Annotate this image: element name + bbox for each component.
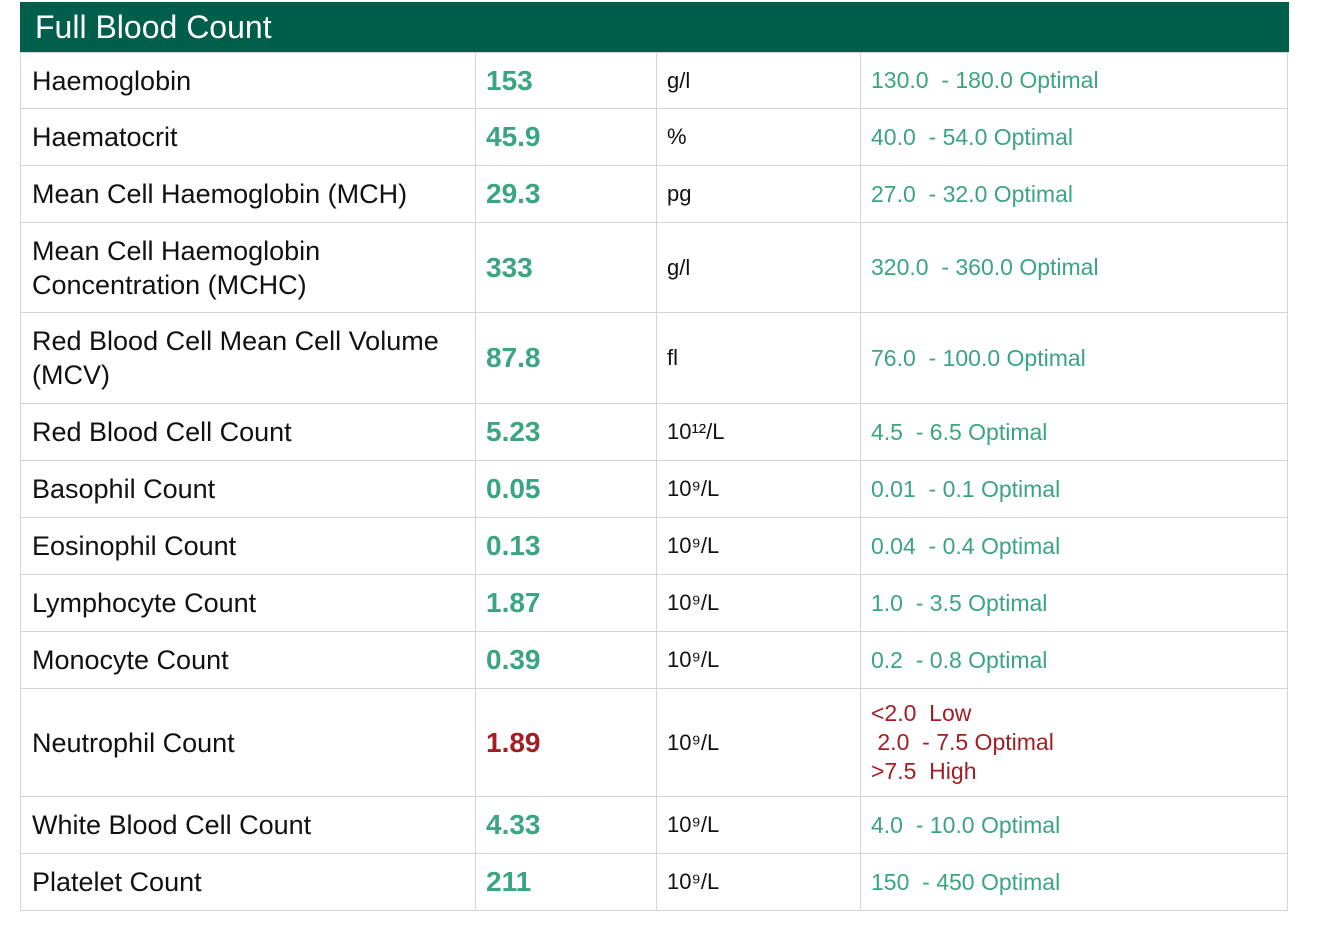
results-table-body: Haemoglobin 153 g/l 130.0 - 180.0 Optimal Ha…	[20, 52, 1288, 911]
reference-range-line: 320.0 - 360.0 Optimal	[871, 254, 1099, 280]
result-value: 153	[475, 52, 657, 109]
result-unit: 10⁹/L	[656, 574, 861, 632]
reference-range-line: 0.01 - 0.1 Optimal	[871, 475, 1061, 502]
reference-range: 0.04 - 0.4 Optimal	[860, 517, 1288, 575]
reference-range: 4.0 - 10.0 Optimal	[860, 796, 1288, 854]
reference-range: 130.0 - 180.0 Optimal	[860, 52, 1288, 109]
reference-range: 4.5 - 6.5 Optimal	[860, 403, 1288, 461]
reference-range: 76.0 - 100.0 Optimal	[860, 312, 1288, 404]
test-name: Red Blood Cell Count	[20, 403, 476, 461]
result-value: 333	[475, 222, 657, 313]
result-unit: g/l	[656, 222, 861, 313]
table-row: Basophil Count 0.05 10⁹/L 0.01 - 0.1 Optima…	[20, 460, 1288, 518]
test-name: Neutrophil Count	[20, 688, 476, 797]
test-name: Haematocrit	[20, 108, 476, 166]
result-value: 1.87	[475, 574, 657, 632]
table-row: Haemoglobin 153 g/l 130.0 - 180.0 Optimal	[20, 52, 1288, 109]
result-value: 29.3	[475, 165, 657, 223]
result-unit: 10⁹/L	[656, 796, 861, 854]
result-unit: 10¹²/L	[656, 403, 861, 461]
reference-range: 27.0 - 32.0 Optimal	[860, 165, 1288, 223]
table-row: Neutrophil Count 1.89 10⁹/L <2.0 Low 2.0 - …	[20, 688, 1288, 797]
result-unit: fl	[656, 312, 861, 404]
table-row: White Blood Cell Count 4.33 10⁹/L 4.0 - 10.…	[20, 796, 1288, 854]
table-row: Red Blood Cell Mean Cell Volume (MCV) 87.…	[20, 312, 1288, 404]
test-name: White Blood Cell Count	[20, 796, 476, 854]
test-name: Haemoglobin	[20, 52, 476, 109]
reference-range-line: 27.0 - 32.0 Optimal	[871, 180, 1073, 207]
result-value: 87.8	[475, 312, 657, 404]
reference-range-line: 76.0 - 100.0 Optimal	[871, 344, 1086, 371]
result-unit: 10⁹/L	[656, 517, 861, 575]
test-name: Platelet Count	[20, 853, 476, 911]
result-value: 1.89	[475, 688, 657, 797]
test-name: Monocyte Count	[20, 631, 476, 689]
result-unit: 10⁹/L	[656, 460, 861, 518]
test-name: Eosinophil Count	[20, 517, 476, 575]
results-table: Haemoglobin 153 g/l 130.0 - 180.0 Optimal Ha…	[20, 52, 1288, 911]
reference-range-line: 4.5 - 6.5 Optimal	[871, 418, 1048, 445]
reference-range-line: 1.0 - 3.5 Optimal	[871, 589, 1048, 616]
table-row: Haematocrit 45.9% 40.0 - 54.0 Optimal	[20, 108, 1288, 166]
result-unit: 10⁹/L	[656, 631, 861, 689]
reference-range: 0.01 - 0.1 Optimal	[860, 460, 1288, 518]
reference-range-line: <2.0 Low	[871, 700, 972, 726]
result-value: 5.23	[475, 403, 657, 461]
reference-range-line: 150 - 450 Optimal	[871, 868, 1061, 895]
table-row: Eosinophil Count 0.13 10⁹/L 0.04 - 0.4 Opti…	[20, 517, 1288, 575]
result-unit: pg	[656, 165, 861, 223]
table-row: Red Blood Cell Count 5.23 10¹²/L 4.5 - 6.5 …	[20, 403, 1288, 461]
table-row: Mean Cell Haemoglobin (MCH) 29.3 pg 27.0 - …	[20, 165, 1288, 223]
result-unit: g/l	[656, 52, 861, 109]
reference-range: 1.0 - 3.5 Optimal	[860, 574, 1288, 632]
test-name: Mean Cell Haemoglobin Concentration (MCH…	[20, 222, 476, 313]
test-name: Red Blood Cell Mean Cell Volume (MCV)	[20, 312, 476, 404]
test-name: Basophil Count	[20, 460, 476, 518]
reference-range: 320.0 - 360.0 Optimal	[860, 222, 1288, 313]
reference-range-line: 0.04 - 0.4 Optimal	[871, 532, 1061, 559]
reference-range-line: 4.0 - 10.0 Optimal	[871, 811, 1061, 838]
result-value: 211	[475, 853, 657, 911]
result-value: 0.13	[475, 517, 657, 575]
table-row: Mean Cell Haemoglobin Concentration (MCH…	[20, 222, 1288, 313]
result-value: 0.39	[475, 631, 657, 689]
reference-range-line: 2.0 - 7.5 Optimal	[871, 729, 1054, 755]
table-row: Monocyte Count 0.39 10⁹/L 0.2 - 0.8 Optimal	[20, 631, 1288, 689]
reference-range: 0.2 - 0.8 Optimal	[860, 631, 1288, 689]
table-row: Platelet Count 211 10⁹/L 150 - 450 Optimal	[20, 853, 1288, 911]
result-value: 4.33	[475, 796, 657, 854]
reference-range: 150 - 450 Optimal	[860, 853, 1288, 911]
reference-range: <2.0 Low 2.0 - 7.5 Optimal >7.5 High	[860, 688, 1288, 797]
result-unit: %	[656, 108, 861, 166]
reference-range-line: 0.2 - 0.8 Optimal	[871, 646, 1048, 673]
result-value: 45.9	[475, 108, 657, 166]
reference-range: 40.0 - 54.0 Optimal	[860, 108, 1288, 166]
reference-range-line: >7.5 High	[871, 758, 977, 784]
test-name: Lymphocyte Count	[20, 574, 476, 632]
result-unit: 10⁹/L	[656, 853, 861, 911]
reference-range-line: 130.0 - 180.0 Optimal	[871, 67, 1099, 93]
panel-title: Full Blood Count	[20, 2, 1289, 52]
result-value: 0.05	[475, 460, 657, 518]
test-name: Mean Cell Haemoglobin (MCH)	[20, 165, 476, 223]
reference-range-line: 40.0 - 54.0 Optimal	[871, 123, 1073, 150]
result-unit: 10⁹/L	[656, 688, 861, 797]
full-blood-count-panel: Full Blood Count Haemoglobin 153 g/l 130.0 …	[20, 2, 1289, 911]
table-row: Lymphocyte Count 1.87 10⁹/L 1.0 - 3.5 Optim…	[20, 574, 1288, 632]
